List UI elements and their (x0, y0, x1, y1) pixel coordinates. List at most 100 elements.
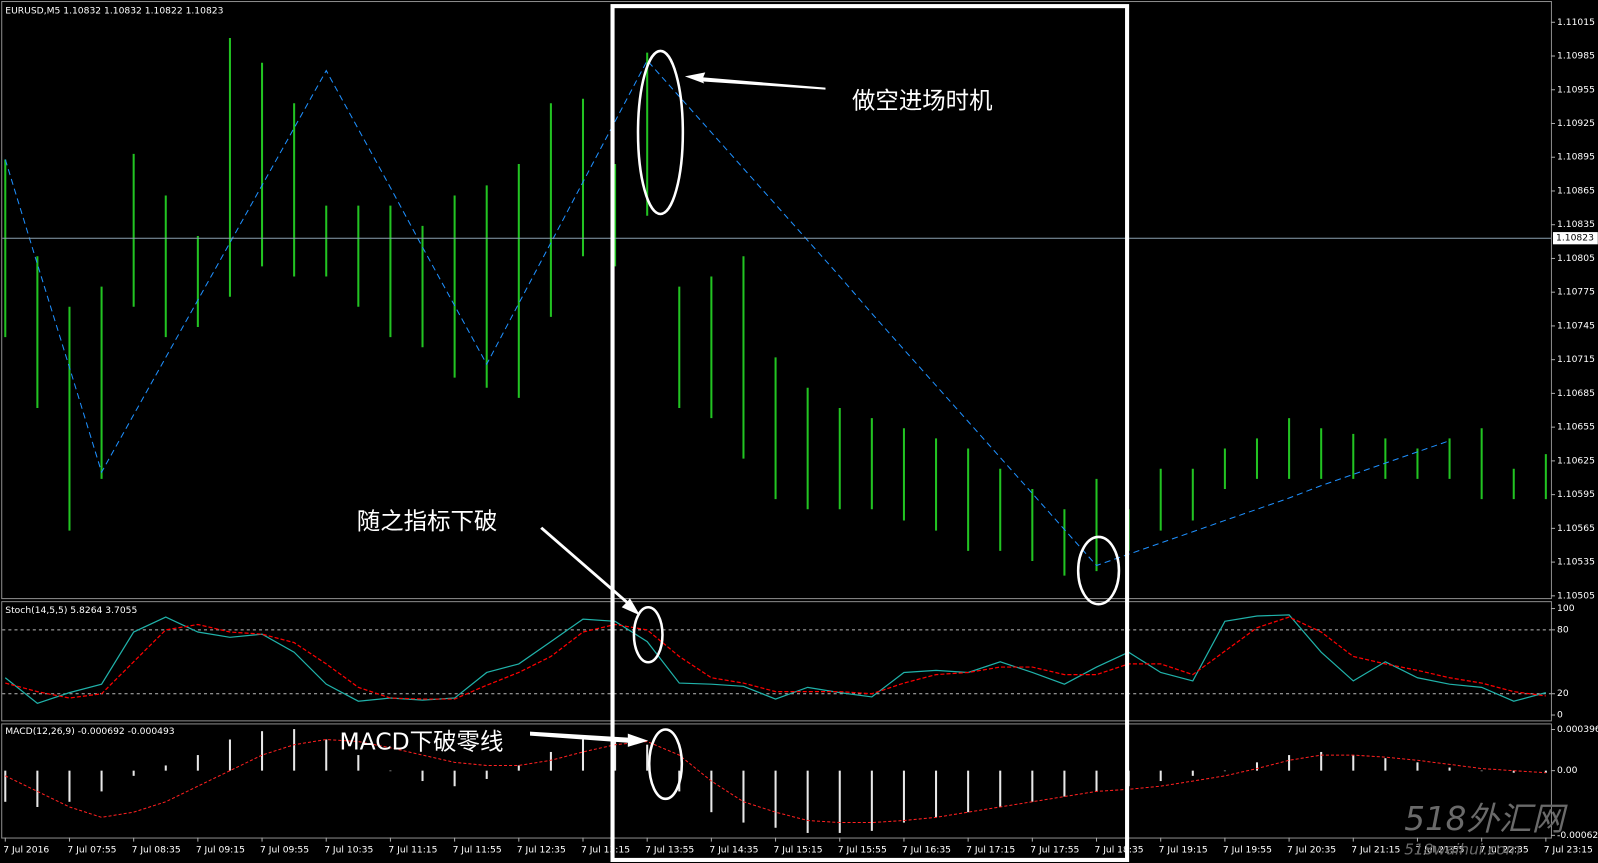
macd-bar (1159, 770, 1162, 782)
y-tick-label: 1.10595 (1557, 489, 1595, 500)
ellipse (632, 605, 664, 664)
macd-bar (1063, 770, 1066, 797)
y-tick-label: 1.10925 (1557, 118, 1595, 129)
macd-bar (838, 770, 841, 833)
y-tick-label: 1.10625 (1557, 455, 1595, 466)
macd-bar (806, 770, 809, 833)
macd-bar (967, 770, 970, 813)
macd-bar (228, 739, 231, 771)
x-tick-label: 7 Jul 19:15 (1159, 844, 1208, 855)
ellipse (647, 728, 684, 801)
y-tick-label: 0.000396 (1557, 724, 1598, 735)
macd-bar (646, 744, 649, 771)
stoch-panel (1, 601, 1552, 722)
macd-bar (293, 729, 296, 771)
y-tick-label: 1.10775 (1557, 287, 1595, 298)
x-tick-label: 7 Jul 09:55 (260, 844, 309, 855)
x-tick-label: 7 Jul 20:35 (1287, 844, 1336, 855)
y-tick-label: 1.10985 (1557, 51, 1595, 62)
macd-bar (36, 770, 39, 807)
arrow (684, 72, 826, 90)
arrow (540, 526, 641, 616)
ellipses (632, 49, 1121, 801)
frame (1, 1, 1552, 839)
x-tick-label: 7 Jul 21:15 (1351, 844, 1400, 855)
ellipse (1076, 535, 1121, 606)
highlight-box (610, 4, 1130, 862)
stoch-line (4, 614, 1547, 705)
watermark-url: 518waihui.com (1404, 840, 1520, 858)
y-tick-label: 1.10535 (1557, 557, 1595, 568)
x-tick-label: 7 Jul 13:55 (645, 844, 694, 855)
macd-bar (1480, 770, 1483, 772)
macd-bar (164, 765, 167, 771)
last-price-label: 1.10823 (1556, 233, 1594, 244)
macd-bar (1288, 755, 1291, 771)
ellipse (636, 49, 685, 216)
macd-bar (1255, 762, 1259, 771)
macd-bar (100, 770, 103, 792)
macd-bar (581, 739, 585, 771)
macd-bar (999, 770, 1002, 807)
macd-bar (196, 755, 199, 771)
annotation: 随之指标下破 (357, 507, 498, 535)
macd-bar (1416, 762, 1419, 771)
x-tick-label: 7 Jul 11:15 (388, 844, 437, 855)
macd-title: MACD(12,26,9) -0.000692 -0.000493 (5, 726, 175, 737)
arrow (530, 731, 649, 747)
x-tick-label: 7 Jul 22:35 (1480, 844, 1529, 855)
stoch-line (5, 616, 1546, 700)
x-tick-label: 7 Jul 08:35 (132, 844, 181, 855)
y-tick-label: 1.10565 (1557, 523, 1595, 534)
macd-bar (902, 770, 905, 823)
x-tick-label: 7 Jul 17:55 (1030, 844, 1079, 855)
macd-bar (1448, 767, 1451, 771)
y-tick-label: -0.000623 (1557, 830, 1598, 841)
y-tick-label: 1.10715 (1557, 354, 1595, 365)
macd-bar (485, 770, 488, 779)
y-tick-label: 1.10685 (1557, 388, 1595, 399)
macd-bar (1544, 770, 1547, 773)
macd-bar (870, 770, 873, 831)
x-tick-label: 7 Jul 2016 (3, 844, 49, 855)
macd-bar (1191, 770, 1194, 776)
x-tick-label: 7 Jul 21:55 (1415, 844, 1464, 855)
macd-bar (549, 751, 552, 771)
macd-bar (1320, 751, 1323, 771)
y-tick-label: 1.10805 (1557, 253, 1595, 264)
y-tick-label: 80 (1557, 624, 1569, 635)
arrows (530, 72, 826, 747)
macd-bar (517, 765, 520, 771)
x-tick-label: 7 Jul 11:55 (453, 844, 502, 855)
stoch-title: Stoch(14,5,5) 5.8264 3.7055 (5, 605, 137, 616)
y-tick-label: 1.10835 (1557, 219, 1595, 230)
macd-bar (132, 770, 135, 776)
macd-bar (742, 770, 745, 823)
macd-bar (1031, 770, 1034, 802)
y-tick-label: 1.10895 (1557, 152, 1595, 163)
macd-bar (1384, 758, 1387, 771)
y-tick-label: 1.10865 (1557, 185, 1595, 196)
macd-bar (68, 770, 71, 802)
macd-bar (1512, 770, 1515, 773)
x-tick-label: 7 Jul 14:35 (709, 844, 758, 855)
x-tick-label: 7 Jul 10:35 (324, 844, 373, 855)
x-tick-label: 7 Jul 19:55 (1223, 844, 1272, 855)
y-tick-label: 0 (1557, 710, 1563, 721)
x-tick-label: 7 Jul 09:15 (196, 844, 245, 855)
x-tick-label: 7 Jul 12:35 (517, 844, 566, 855)
macd-bar (1223, 770, 1226, 772)
macd-bar (614, 739, 617, 771)
x-tick-label: 7 Jul 15:15 (774, 844, 823, 855)
macd-bar (453, 770, 456, 787)
y-tick-label: 1.10955 (1557, 84, 1595, 95)
x-tick-label: 7 Jul 18:35 (1094, 844, 1143, 855)
x-tick-label: 7 Jul 07:55 (67, 844, 116, 855)
x-tick-label: 7 Jul 17:15 (966, 844, 1015, 855)
main-panel (1, 1, 1552, 600)
x-tick-label: 7 Jul 13:15 (581, 844, 630, 855)
x-tick-label: 7 Jul 16:35 (902, 844, 951, 855)
last-price-box (1552, 232, 1598, 245)
